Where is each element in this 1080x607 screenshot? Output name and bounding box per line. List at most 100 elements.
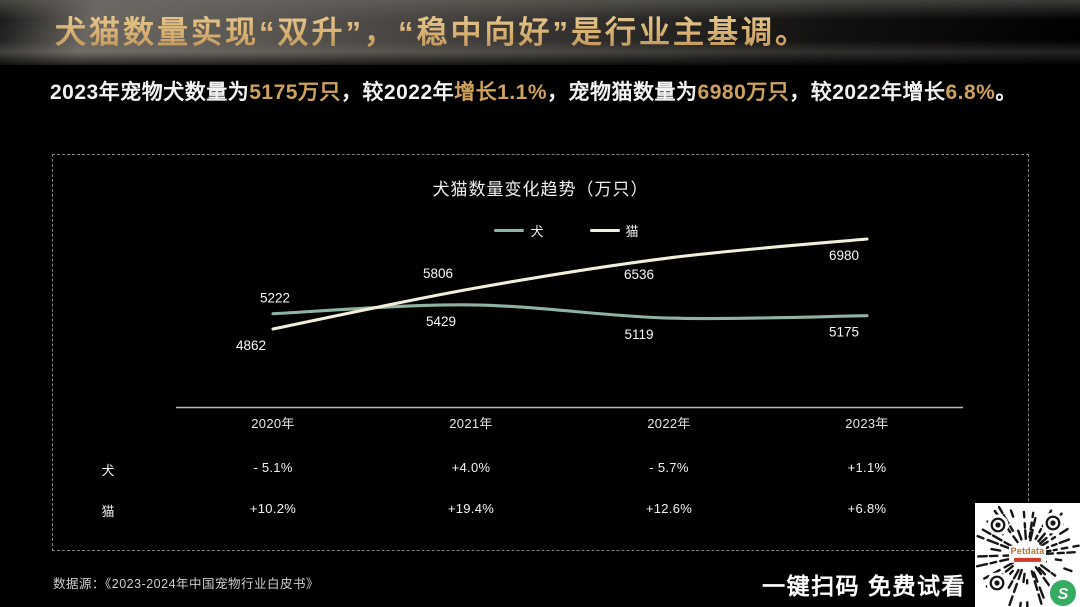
qr-dash xyxy=(981,528,992,536)
table-cell: - 5.1% xyxy=(253,460,293,475)
subtitle-text: ，较2022年增长 xyxy=(789,81,946,104)
subtitle-highlight: 6980万只 xyxy=(697,81,790,104)
qr-code: S Petdata xyxy=(975,503,1080,607)
qr-dash xyxy=(1009,569,1014,575)
qr-dash xyxy=(1024,529,1028,541)
qr-dash xyxy=(1029,528,1034,542)
subtitle-text: ，较2022年 xyxy=(340,81,455,104)
qr-dash xyxy=(1003,540,1013,548)
data-label: 4862 xyxy=(236,338,266,353)
table-row-dog: 犬 - 5.1% +4.0% - 5.7% +1.1% xyxy=(53,460,1028,478)
subtitle-highlight: 增长1.1% xyxy=(454,81,548,104)
table-cell: +12.6% xyxy=(645,501,693,516)
qr-dash xyxy=(1012,582,1019,594)
qr-dash xyxy=(1012,535,1019,544)
petdata-tagline xyxy=(1013,557,1041,562)
qr-dash xyxy=(1060,546,1069,550)
table-cell: - 5.7% xyxy=(649,460,689,475)
qr-dash xyxy=(1037,566,1047,576)
data-label: 5119 xyxy=(624,327,653,342)
qr-dash xyxy=(1008,595,1014,607)
qr-eye-ring xyxy=(989,575,1005,591)
legend-label: 猫 xyxy=(625,224,639,239)
qr-dash xyxy=(1032,517,1037,527)
subtitle: 2023年宠物犬数量为5175万只，较2022年增长1.1%，宠物猫数量为698… xyxy=(50,76,1060,106)
chart-card: 5222 5429 5119 5175 4862 5806 6536 6980 犬猫数量变化趋… xyxy=(52,154,1029,551)
tick-label: 2023年 xyxy=(845,416,889,431)
data-source: 数据源：《2023-2024年中国宠物行业白皮书》 xyxy=(53,577,320,591)
qr-eye-dot xyxy=(995,522,1001,528)
qr-dash xyxy=(976,534,985,540)
subtitle-text: 。 xyxy=(995,81,1017,104)
qr-dash xyxy=(1037,593,1043,605)
qr-dash xyxy=(1009,525,1015,533)
qr-dash xyxy=(1033,580,1039,592)
qr-dash xyxy=(990,547,1002,552)
petdata-logo: Petdata xyxy=(1010,545,1045,556)
scan-cta: 一键扫码 免费试看 xyxy=(762,573,966,599)
row-label: 猫 xyxy=(101,504,115,519)
table-cell: +1.1% xyxy=(847,460,887,475)
legend-line-icon xyxy=(589,228,620,233)
legend-item-dog: 犬 xyxy=(494,221,544,240)
qr-dash xyxy=(989,560,998,565)
qr-eye-dot xyxy=(994,580,1000,586)
series-line-dog xyxy=(271,303,869,321)
qr-eye-ring xyxy=(1045,515,1061,531)
qr-pattern-icon: S xyxy=(975,505,1080,607)
qr-dash xyxy=(1028,531,1032,539)
qr-dash xyxy=(1017,568,1023,581)
qr-dash xyxy=(975,562,989,568)
subtitle-text: ，宠物猫数量为 xyxy=(547,81,698,104)
qr-dash xyxy=(1063,567,1073,573)
qr-dash xyxy=(997,505,1004,515)
subtitle-text: 2023年宠物犬数量为 xyxy=(50,81,250,104)
data-label: 6980 xyxy=(829,248,859,263)
table-cell: +4.0% xyxy=(451,460,491,475)
qr-dash xyxy=(1039,564,1051,573)
qr-dash xyxy=(1007,579,1014,589)
data-label: 5222 xyxy=(260,291,290,306)
qr-dash xyxy=(1004,564,1014,573)
x-axis-labels: 2020年 2021年 2022年 2023年 xyxy=(53,413,1028,431)
data-label: 6536 xyxy=(624,267,654,282)
qr-dash xyxy=(1034,566,1043,576)
legend-label: 犬 xyxy=(530,224,544,239)
qr-dash xyxy=(1042,576,1051,587)
qr-dash xyxy=(992,568,1001,575)
qr-dash xyxy=(1050,571,1057,577)
chart-title: 犬猫数量变化趋势（万只） xyxy=(432,180,649,199)
qr-dash xyxy=(1038,527,1043,534)
row-label: 犬 xyxy=(101,463,115,478)
qr-dash xyxy=(1032,571,1039,583)
qr-dash xyxy=(1050,542,1058,547)
qr-dash xyxy=(1018,601,1022,607)
tick-label: 2022年 xyxy=(647,416,691,431)
qr-dash xyxy=(1017,529,1023,541)
qr-dash xyxy=(1022,572,1026,584)
qr-dash xyxy=(1031,511,1035,519)
data-label: 5429 xyxy=(426,314,456,329)
qr-dash xyxy=(1058,538,1071,545)
legend-item-cat: 猫 xyxy=(589,221,639,240)
table-cell: +19.4% xyxy=(447,501,495,516)
qr-eye-dot xyxy=(1050,520,1056,526)
qr-center-logo: Petdata xyxy=(1008,545,1047,563)
legend-line-icon xyxy=(494,228,525,233)
series-line-cat xyxy=(271,237,869,331)
subtitle-highlight: 6.8% xyxy=(945,81,996,104)
data-label: 5806 xyxy=(423,266,453,281)
line-chart: 5222 5429 5119 5175 4862 5806 6536 6980 xyxy=(176,237,963,409)
qr-dash xyxy=(1038,586,1045,599)
qr-eye-ring xyxy=(990,517,1006,533)
qr-dash xyxy=(1050,535,1057,541)
wechat-badge xyxy=(1050,580,1076,606)
tick-label: 2021年 xyxy=(449,416,493,431)
qr-dash xyxy=(1054,558,1063,562)
qr-dash xyxy=(983,574,990,580)
qr-dash xyxy=(1009,509,1015,518)
wechat-s-icon: S xyxy=(1058,586,1069,603)
tick-label: 2020年 xyxy=(251,416,295,431)
qr-dash xyxy=(1038,536,1048,545)
